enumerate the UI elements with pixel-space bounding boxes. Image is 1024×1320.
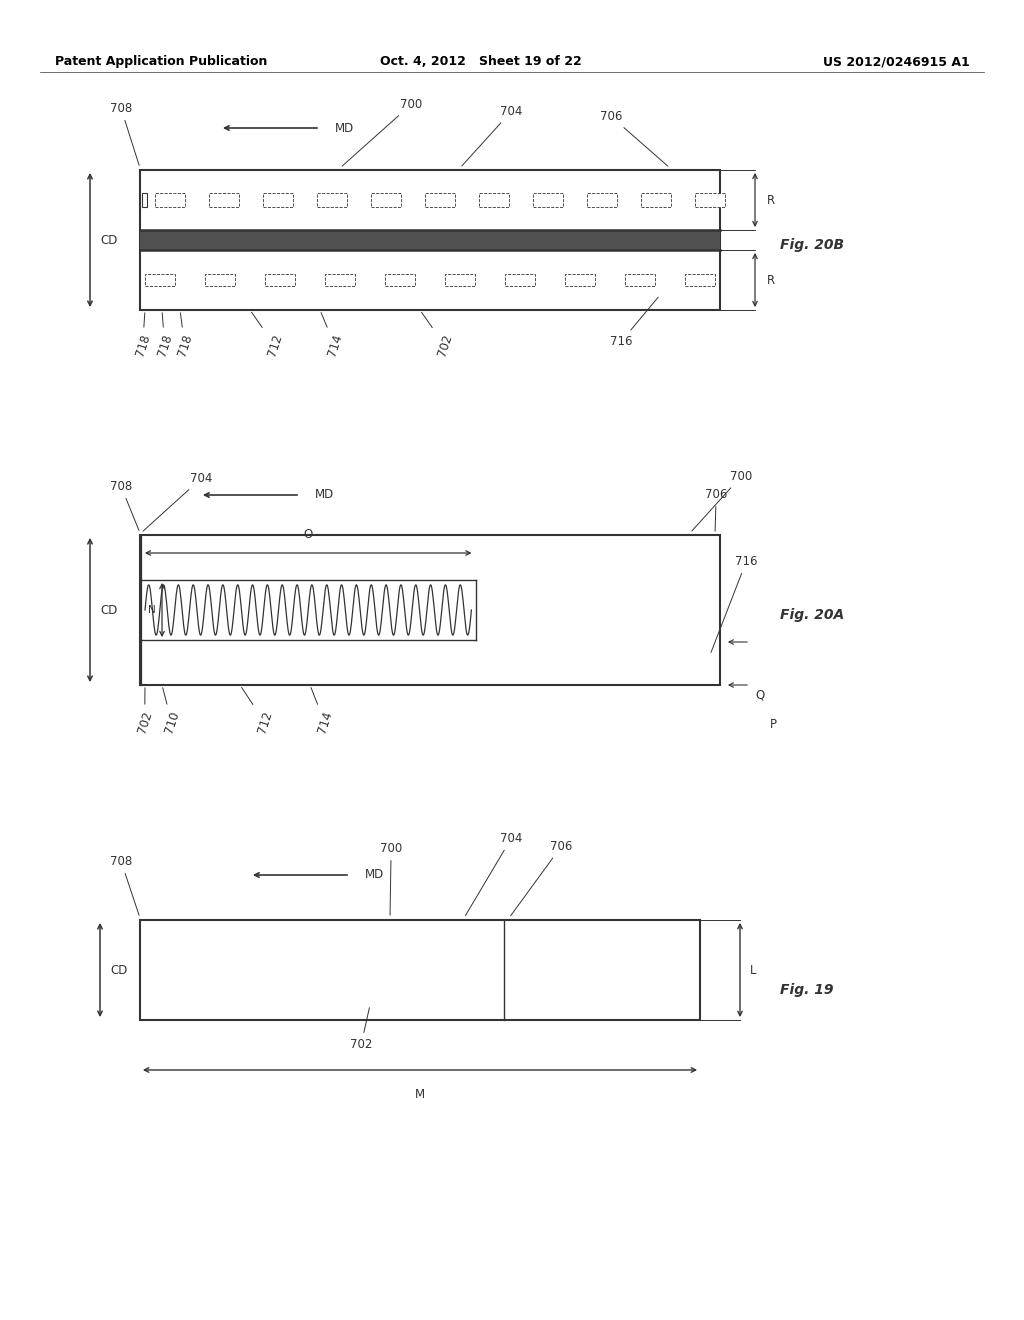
Text: Patent Application Publication: Patent Application Publication — [55, 55, 267, 69]
Bar — [641, 194, 671, 206]
Text: 704: 704 — [466, 832, 522, 916]
Text: 710: 710 — [162, 688, 181, 735]
Bar — [325, 275, 355, 286]
Text: L: L — [750, 964, 757, 977]
Text: 700: 700 — [380, 842, 402, 915]
Text: MD: MD — [335, 121, 354, 135]
Bar — [685, 275, 715, 286]
Bar — [209, 194, 239, 206]
Bar — [565, 275, 595, 286]
Bar — [479, 194, 509, 206]
Text: 714: 714 — [311, 688, 334, 735]
Text: Fig. 20B: Fig. 20B — [780, 238, 844, 252]
Bar — [445, 275, 475, 286]
Bar — [140, 170, 720, 310]
Text: 702: 702 — [350, 1007, 373, 1051]
Text: 708: 708 — [110, 102, 139, 165]
Text: 714: 714 — [322, 313, 344, 358]
Text: US 2012/0246915 A1: US 2012/0246915 A1 — [823, 55, 970, 69]
Text: R: R — [767, 273, 775, 286]
Text: 704: 704 — [462, 106, 522, 166]
Text: 718: 718 — [155, 313, 174, 358]
Bar — [145, 275, 175, 286]
Bar — [142, 194, 147, 206]
Text: 712: 712 — [242, 688, 274, 735]
Bar — [625, 275, 655, 286]
Text: 716: 716 — [610, 297, 658, 348]
Text: N: N — [148, 605, 156, 615]
Text: CD: CD — [110, 964, 127, 977]
Text: 704: 704 — [143, 473, 212, 531]
Text: 716: 716 — [711, 554, 758, 652]
Text: 700: 700 — [692, 470, 753, 531]
Text: MD: MD — [315, 488, 334, 502]
Text: 718: 718 — [175, 313, 195, 358]
Text: R: R — [767, 194, 775, 206]
Text: 702: 702 — [135, 688, 155, 735]
Bar — [155, 194, 185, 206]
Text: Fig. 20A: Fig. 20A — [780, 609, 844, 622]
Bar — [140, 230, 720, 249]
Text: Q: Q — [755, 689, 764, 701]
Text: 708: 708 — [110, 855, 139, 915]
Bar — [265, 275, 295, 286]
Bar — [587, 194, 617, 206]
Text: M: M — [415, 1088, 425, 1101]
Bar — [263, 194, 293, 206]
Bar — [505, 275, 535, 286]
Text: CD: CD — [100, 603, 118, 616]
Text: MD: MD — [365, 869, 384, 882]
Bar — [140, 920, 700, 1020]
Text: 700: 700 — [342, 98, 422, 166]
Text: Fig. 19: Fig. 19 — [780, 983, 834, 997]
Text: 708: 708 — [110, 480, 139, 531]
Text: O: O — [303, 528, 312, 541]
Bar — [534, 194, 563, 206]
Text: 706: 706 — [511, 840, 572, 916]
Bar — [371, 194, 401, 206]
Text: P: P — [770, 718, 777, 731]
Bar — [317, 194, 347, 206]
Text: 706: 706 — [600, 110, 668, 166]
Text: CD: CD — [100, 234, 118, 247]
Text: 718: 718 — [133, 313, 153, 358]
Bar — [385, 275, 415, 286]
Bar — [205, 275, 234, 286]
Text: 706: 706 — [705, 488, 727, 531]
Bar — [140, 535, 720, 685]
Bar — [425, 194, 455, 206]
Text: Oct. 4, 2012   Sheet 19 of 22: Oct. 4, 2012 Sheet 19 of 22 — [380, 55, 582, 69]
Text: 712: 712 — [252, 313, 285, 358]
Text: 702: 702 — [422, 313, 455, 358]
Bar — [695, 194, 725, 206]
